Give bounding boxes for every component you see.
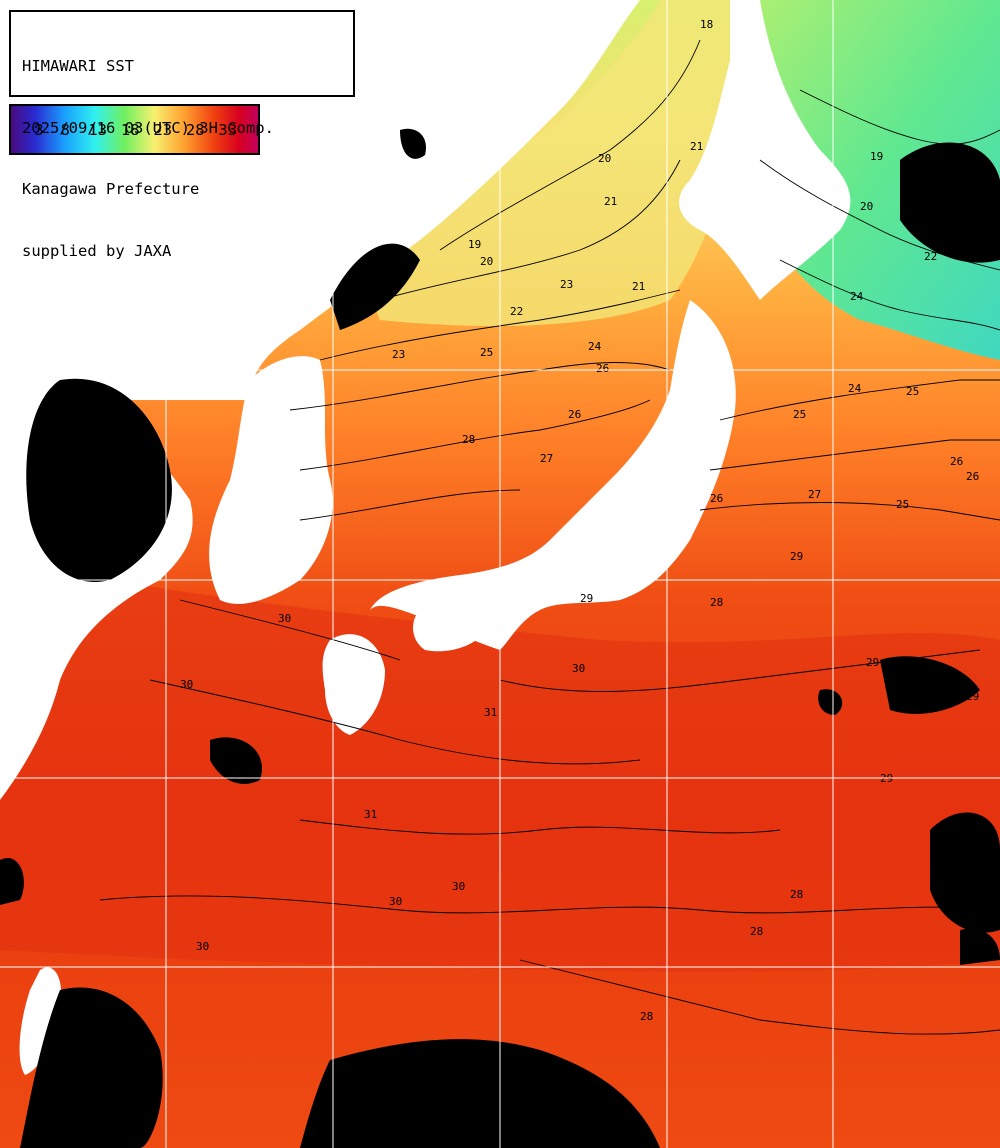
cloud-mass <box>818 689 843 715</box>
legend-tick-label: 3 <box>34 120 44 139</box>
contour-label: 25 <box>906 385 919 398</box>
cloud-mass <box>880 656 980 714</box>
map-timestamp: 2025/09/16 03(UTC) 3H Comp. <box>22 118 274 137</box>
contour-label: 28 <box>750 925 763 938</box>
cold-water-region <box>740 0 1000 360</box>
contour-label: 29 <box>966 690 979 703</box>
contour-label: 21 <box>690 140 703 153</box>
cloud-mass <box>0 858 24 905</box>
contour-label: 26 <box>568 408 581 421</box>
land-honshu <box>370 300 736 650</box>
contour-label: 19 <box>870 150 883 163</box>
contour-labels: 18 19 20 21 20 21 22 23 24 25 26 26 25 2… <box>180 18 979 1023</box>
contour-label: 25 <box>480 346 493 359</box>
land-taiwan <box>19 967 62 1075</box>
contour-label: 31 <box>364 808 377 821</box>
contour-label: 26 <box>950 455 963 468</box>
contour-label: 26 <box>710 492 723 505</box>
contour-label: 28 <box>710 596 723 609</box>
contour-label: 28 <box>640 1010 653 1023</box>
contour-label: 30 <box>452 880 465 893</box>
sst-contours <box>99 39 1000 1035</box>
legend-tick-label: 28 <box>185 120 205 139</box>
contour-label: 25 <box>793 408 806 421</box>
contour-label: 30 <box>196 940 209 953</box>
map-region: Kanagawa Prefecture <box>22 180 200 198</box>
contour-label: 21 <box>632 280 645 293</box>
cloud-mass <box>20 987 163 1148</box>
contour-label: 30 <box>180 678 193 691</box>
map-title: HIMAWARI SST <box>22 57 134 75</box>
contour-label: 29 <box>866 656 879 669</box>
land-kyushu <box>322 634 385 735</box>
contour-label: 30 <box>572 662 585 675</box>
cloud-mass <box>960 928 1000 965</box>
contour-label: 22 <box>510 305 523 318</box>
map-credit: supplied by JAXA <box>22 241 172 260</box>
contour-label: 29 <box>580 592 593 605</box>
legend-tick-label: 18 <box>120 120 140 139</box>
contour-label: 28 <box>462 433 475 446</box>
land-shikoku <box>413 605 490 652</box>
cloud-mass <box>330 243 420 330</box>
contour-label: 28 <box>790 888 803 901</box>
cloud-mass <box>26 378 172 582</box>
legend-color-bar <box>10 105 259 154</box>
temperature-legend: 3 8 13 18 23 28 33 <box>9 104 260 155</box>
contour-label: 27 <box>540 452 553 465</box>
contour-label: 29 <box>790 550 803 563</box>
legend-tick-label: 8 <box>60 120 70 139</box>
contour-label: 22 <box>924 250 937 263</box>
cloud-mass <box>210 737 262 784</box>
contour-label: 25 <box>896 498 909 511</box>
contour-label: 24 <box>850 290 864 303</box>
map-title-box: HIMAWARI SST 2025/09/16 03(UTC) 3H Comp.… <box>9 10 355 260</box>
contour-label: 19 <box>468 238 481 251</box>
contour-label: 27 <box>808 488 821 501</box>
contour-label: 20 <box>480 255 493 268</box>
legend-tick-label: 33 <box>218 120 238 139</box>
cloud-mass <box>400 128 426 159</box>
contour-label: 26 <box>966 470 979 483</box>
contour-label: 30 <box>278 612 291 625</box>
cloud-mass <box>900 142 1000 263</box>
land-korea <box>209 356 333 604</box>
contour-label: 20 <box>860 200 873 213</box>
land-hokkaido <box>679 0 851 300</box>
contour-label: 26 <box>596 362 609 375</box>
contour-label: 24 <box>588 340 602 353</box>
cloud-mass <box>300 1039 660 1148</box>
contour-label: 18 <box>700 18 713 31</box>
contour-label: 23 <box>392 348 405 361</box>
cloud-mass <box>930 812 1000 933</box>
contour-label: 23 <box>560 278 573 291</box>
contour-label: 31 <box>484 706 497 719</box>
contour-label: 24 <box>848 382 862 395</box>
contour-label: 21 <box>604 195 617 208</box>
legend-tick-label: 23 <box>153 120 173 139</box>
land-continent <box>0 0 640 400</box>
contour-label: 30 <box>389 895 402 908</box>
legend-tick-label: 13 <box>88 120 108 139</box>
contour-label: 20 <box>598 152 611 165</box>
